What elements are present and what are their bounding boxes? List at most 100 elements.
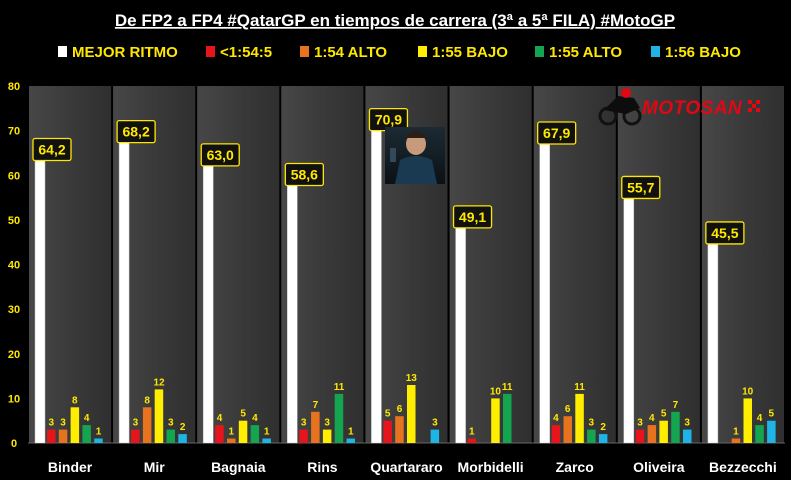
bar-bagnaia-s1 [215, 425, 224, 443]
bar-zarco-s5 [598, 434, 608, 443]
bar-binder-s4 [82, 425, 91, 443]
category-label: Bezzecchi [709, 459, 777, 475]
bar-oliveira-s3 [659, 420, 668, 443]
chart-title: De FP2 a FP4 #QatarGP en tiempos de carr… [115, 11, 675, 30]
bar-binder-s5 [94, 438, 103, 443]
legend-swatch [300, 46, 309, 57]
value-label: 8 [144, 395, 150, 406]
bar-rins-s5 [346, 438, 355, 443]
value-label: 1 [229, 427, 235, 438]
legend-entry: 1:55 BAJO [432, 44, 508, 61]
value-label: 2 [180, 422, 186, 433]
y-tick-label: 10 [8, 393, 20, 405]
bar-bagnaia-s0 [202, 161, 214, 444]
value-label-box [705, 221, 745, 245]
value-label: 10 [742, 386, 754, 397]
value-label: 5 [240, 409, 246, 420]
value-label-best-pace: 49,1 [459, 209, 486, 225]
value-label: 6 [565, 404, 571, 415]
bar-oliveira-s4 [671, 411, 680, 443]
category-labels: Binder Mir Bagnaia Rins Quartararo Morbidelli… [48, 459, 777, 475]
bar-oliveira-s1 [635, 429, 645, 443]
value-label: 11 [574, 382, 585, 393]
value-label: 2 [600, 422, 606, 433]
value-label: 5 [769, 409, 775, 420]
bar-mir-s5 [178, 434, 187, 443]
value-label: 4 [649, 413, 655, 424]
y-tick-label: 50 [8, 215, 20, 227]
legend-entry: 1:54 ALTO [314, 44, 387, 61]
value-label: 10 [490, 386, 502, 397]
value-label: 11 [502, 382, 513, 393]
bar-bezzecchi-s0 [707, 239, 719, 444]
bar-rins-s1 [299, 429, 308, 443]
bar-bezzecchi-s3 [743, 398, 752, 443]
bar-rins-s3 [322, 429, 332, 443]
bar-quartararo-s5 [430, 429, 440, 443]
motorcycle-icon [598, 88, 642, 126]
value-label-box [116, 120, 156, 144]
bar-quartararo-s1 [383, 420, 392, 443]
value-label: 1 [469, 427, 475, 438]
value-label-box [452, 205, 493, 229]
bar-mir-s0 [118, 138, 130, 444]
value-label: 3 [432, 418, 438, 429]
category-label: Oliveira [633, 459, 685, 475]
bar-rins-s2 [311, 411, 320, 443]
value-label: 4 [84, 413, 90, 424]
legend-entry: 1:56 BAJO [665, 44, 741, 61]
y-tick-label: 40 [8, 260, 20, 272]
logo-text: MOTOSAN [642, 98, 743, 119]
value-label-best-pace: 68,2 [122, 124, 149, 140]
bar-mir-s4 [166, 429, 175, 443]
bar-quartararo-s2 [395, 416, 404, 443]
value-label: 4 [757, 413, 763, 424]
value-label: 13 [406, 373, 418, 384]
legend-swatch [58, 46, 67, 57]
bar-rins-s4 [334, 393, 344, 443]
bar-oliveira-s5 [683, 429, 692, 443]
value-label: 4 [217, 413, 223, 424]
bar-morbidelli-s0 [455, 223, 466, 444]
bar-zarco-s0 [539, 139, 550, 444]
category-label: Morbidelli [458, 459, 524, 475]
value-label: 3 [637, 418, 643, 429]
value-label-box [621, 175, 661, 200]
value-label: 4 [553, 413, 559, 424]
legend-swatch [535, 46, 544, 57]
checkered-flag-icon [748, 100, 760, 112]
y-tick-label: 0 [11, 438, 17, 450]
bar-bagnaia-s2 [227, 438, 236, 443]
value-label-box [200, 143, 240, 167]
category-label: Quartararo [370, 459, 442, 475]
bar-quartararo-s3 [407, 385, 416, 443]
category-label: Binder [48, 459, 93, 475]
value-label: 1 [264, 427, 270, 438]
value-label: 3 [168, 418, 174, 429]
bar-morbidelli-s1 [467, 438, 477, 443]
y-tick-label: 20 [8, 349, 20, 361]
value-label-best-pace: 58,6 [291, 166, 318, 182]
value-label: 3 [589, 418, 595, 429]
bar-mir-s3 [154, 389, 164, 443]
bar-zarco-s1 [551, 425, 561, 443]
y-tick-label: 80 [8, 81, 20, 93]
bar-bezzecchi-s5 [767, 420, 776, 443]
bar-quartararo-s0 [371, 126, 382, 444]
category-label: Zarco [556, 459, 594, 475]
bar-oliveira-s0 [623, 194, 635, 444]
value-label-best-pace: 55,7 [627, 179, 654, 195]
value-label-box [32, 137, 72, 162]
value-label-box [537, 121, 577, 145]
value-label: 8 [72, 395, 78, 406]
bar-bezzecchi-s4 [755, 425, 764, 443]
value-label: 5 [661, 409, 667, 420]
value-label-best-pace: 70,9 [375, 112, 402, 128]
bar-binder-s1 [47, 429, 56, 443]
value-label: 3 [49, 418, 55, 429]
legend-entry: 1:55 ALTO [549, 44, 622, 61]
value-label-best-pace: 64,2 [38, 142, 65, 158]
category-label: Bagnaia [211, 459, 266, 475]
